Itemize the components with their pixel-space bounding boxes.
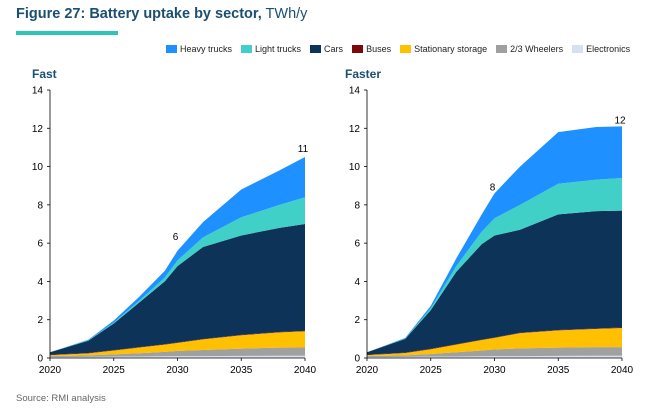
area-cars [367, 210, 622, 355]
legend-label: Stationary storage [414, 44, 488, 54]
x-tick-label: 2020 [39, 365, 62, 376]
total-label: 6 [173, 232, 179, 243]
legend-swatch [496, 45, 508, 53]
legend-item-cars: Cars [310, 44, 343, 54]
x-tick-label: 2025 [420, 365, 443, 376]
legend-label: Heavy trucks [180, 44, 233, 54]
y-tick-label: 2 [354, 315, 360, 326]
y-tick-label: 12 [349, 124, 361, 135]
area-cars [50, 224, 305, 355]
x-tick-label: 2035 [547, 365, 570, 376]
legend-swatch [400, 45, 412, 53]
y-tick-label: 12 [32, 124, 44, 135]
x-tick-label: 2040 [294, 365, 317, 376]
y-tick-label: 14 [32, 86, 44, 97]
chart-panel-faster: Faster 0 2 4 6 8 10 12 14 2020 2025 2030 2035 2040 8 12 [345, 67, 634, 376]
legend-swatch [572, 45, 584, 53]
legend: Heavy trucks Light trucks Cars Buses Station… [166, 44, 639, 54]
y-tick-label: 8 [37, 200, 43, 211]
total-label: 8 [490, 182, 496, 193]
y-tick-label: 0 [37, 354, 43, 365]
panel-title: Faster [345, 67, 381, 81]
area-electronics [50, 355, 305, 358]
legend-label: Cars [324, 44, 344, 54]
y-tick-label: 0 [354, 354, 360, 365]
area-light-trucks [367, 178, 622, 353]
legend-item-stationary-storage: Stationary storage [400, 44, 487, 54]
panel-title: Fast [32, 67, 57, 81]
legend-item-buses: Buses [352, 44, 391, 54]
chart-panel-fast: Fast 0 2 4 6 8 10 12 14 2020 2025 2030 2035 2040 6 11 [32, 67, 317, 376]
legend-label: Buses [366, 44, 392, 54]
legend-item-electronics: Electronics [572, 44, 630, 54]
legend-swatch [352, 45, 364, 53]
area-electronics [367, 355, 622, 358]
y-tick-label: 10 [349, 162, 361, 173]
x-tick-label: 2030 [483, 365, 506, 376]
x-tick-label: 2025 [103, 365, 126, 376]
y-tick-label: 4 [37, 277, 43, 288]
legend-item-light-trucks: Light trucks [241, 44, 301, 54]
x-tick-label: 2030 [166, 365, 189, 376]
x-tick-label: 2020 [356, 365, 379, 376]
y-tick-label: 8 [354, 200, 360, 211]
y-tick-label: 10 [32, 162, 44, 173]
figure-title: Figure 27: Battery uptake by sector, TWh… [16, 6, 307, 22]
y-tick-label: 14 [349, 86, 361, 97]
legend-swatch [166, 45, 177, 53]
y-tick-label: 6 [354, 239, 360, 250]
legend-label: Electronics [586, 44, 631, 54]
total-label: 11 [298, 144, 309, 155]
y-tick-label: 4 [354, 277, 360, 288]
title-underline [16, 31, 118, 35]
area-stationary-storage [367, 327, 622, 357]
y-tick-label: 2 [37, 315, 43, 326]
area-heavy-trucks [367, 126, 622, 353]
area-stationary-storage [50, 331, 305, 357]
y-tick-label: 6 [37, 239, 43, 250]
x-tick-label: 2040 [611, 365, 634, 376]
area-heavy-trucks [50, 157, 305, 353]
area-two-three-wheelers [367, 347, 622, 358]
x-tick-label: 2035 [230, 365, 253, 376]
figure-title-bold: Figure 27: Battery uptake by sector, [16, 6, 262, 22]
legend-swatch [241, 45, 253, 53]
area-light-trucks [50, 197, 305, 353]
legend-item-two-three-wheelers: 2/3 Wheelers [496, 44, 563, 54]
total-label: 12 [614, 115, 626, 126]
figure-title-unit: TWh/y [261, 6, 308, 22]
legend-label: 2/3 Wheelers [510, 44, 564, 54]
area-two-three-wheelers [50, 347, 305, 358]
legend-item-heavy-trucks: Heavy trucks [166, 44, 232, 54]
legend-label: Light trucks [255, 44, 302, 54]
source-note: Source: RMI analysis [16, 393, 106, 404]
legend-swatch [310, 45, 322, 53]
